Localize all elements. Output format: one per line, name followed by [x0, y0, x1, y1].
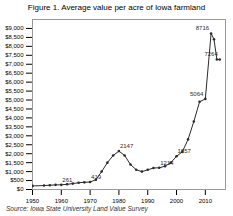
svg-text:1950: 1950 [26, 198, 40, 204]
svg-text:$8,500: $8,500 [5, 35, 24, 41]
svg-text:261: 261 [62, 177, 73, 183]
svg-text:8716: 8716 [196, 26, 210, 32]
svg-text:1990: 1990 [141, 198, 155, 204]
svg-text:$3,000: $3,000 [5, 133, 24, 139]
svg-text:$2,000: $2,000 [5, 151, 24, 157]
svg-text:$7,000: $7,000 [5, 61, 24, 67]
svg-text:2010: 2010 [199, 198, 213, 204]
svg-text:1960: 1960 [55, 198, 69, 204]
svg-text:$1,500: $1,500 [5, 160, 24, 166]
svg-text:1857: 1857 [178, 148, 192, 154]
svg-text:5064: 5064 [190, 91, 204, 97]
svg-text:$2,500: $2,500 [5, 142, 24, 148]
svg-text:$9,000: $9,000 [5, 26, 24, 32]
svg-text:$0: $0 [17, 187, 24, 193]
svg-text:1970: 1970 [83, 198, 97, 204]
svg-text:$3,500: $3,500 [5, 124, 24, 130]
svg-text:2147: 2147 [120, 143, 134, 149]
svg-text:1980: 1980 [112, 198, 126, 204]
svg-text:$1,000: $1,000 [5, 169, 24, 175]
html-text:Source: Iowa State University: Source: Iowa State University Land Value… [6, 205, 148, 213]
svg-text:$6,500: $6,500 [5, 70, 24, 76]
svg-text:$7,500: $7,500 [5, 52, 24, 58]
svg-text:2000: 2000 [170, 198, 184, 204]
svg-text:419: 419 [91, 174, 102, 180]
svg-text:7264: 7264 [204, 52, 218, 58]
svg-text:$5,000: $5,000 [5, 97, 24, 103]
svg-text:$5,500: $5,500 [5, 88, 24, 94]
svg-text:$8,000: $8,000 [5, 43, 24, 49]
svg-text:1214: 1214 [160, 160, 174, 166]
svg-text:$6,000: $6,000 [5, 79, 24, 85]
html-text:Figure 1. Average value per ac: Figure 1. Average value per acre of Iowa… [27, 3, 206, 12]
svg-text:$4,500: $4,500 [5, 106, 24, 112]
svg-text:$500: $500 [10, 178, 24, 184]
svg-text:$4,000: $4,000 [5, 115, 24, 121]
